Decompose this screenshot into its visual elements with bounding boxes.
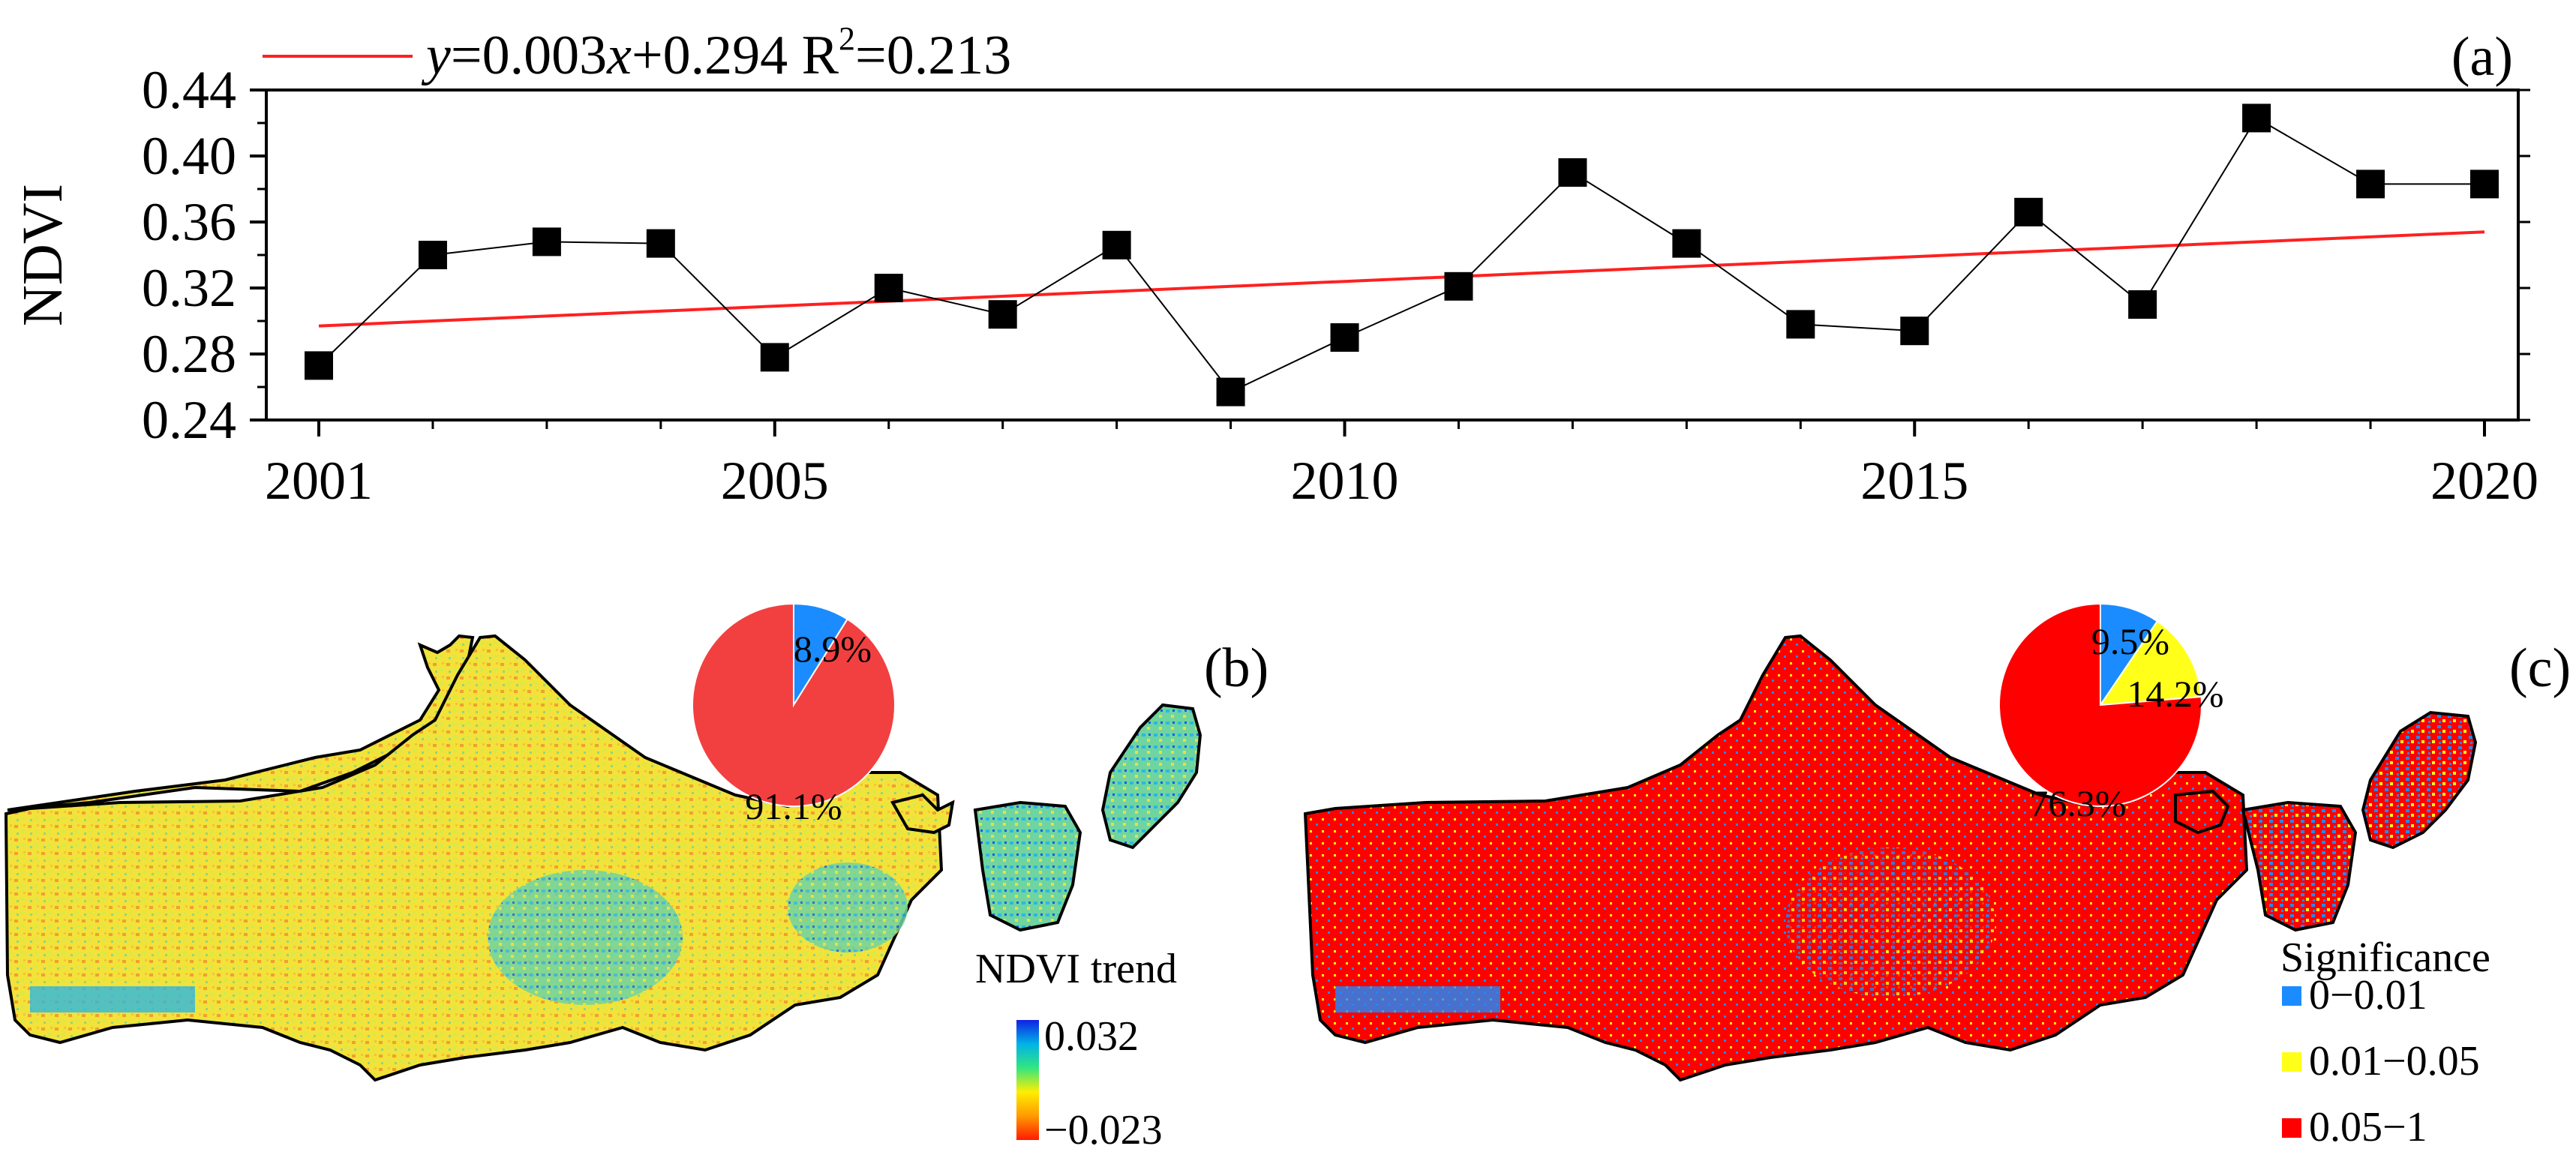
panel-label-c: (c) — [2509, 638, 2571, 699]
plot-frame — [265, 88, 2520, 422]
panel-b-trend-map — [4, 634, 1202, 1082]
data-point — [1102, 230, 1131, 260]
high-trend-area-b — [488, 870, 683, 1005]
y-tick-label: 0.36 — [142, 192, 236, 252]
pie-slice — [2100, 602, 2159, 708]
pie-slice — [2098, 620, 2202, 706]
data-point — [1444, 272, 1473, 301]
y-tick-label: 0.44 — [142, 60, 236, 120]
region-map-c-main — [1303, 634, 2249, 1082]
data-point — [988, 300, 1017, 329]
legend-item-label: 0−0.01 — [2309, 972, 2427, 1018]
pie-slice — [1998, 602, 2202, 807]
region-map-b-main — [7, 634, 475, 812]
data-point — [1786, 310, 1815, 339]
legend-swatch — [2282, 1118, 2301, 1138]
trend-line — [318, 230, 2485, 328]
region-map-b-east — [890, 793, 955, 835]
panel-label-b: (b) — [1204, 638, 1268, 699]
data-point — [418, 241, 447, 269]
region-map-c-island2 — [2361, 710, 2478, 850]
data-point — [2014, 197, 2043, 226]
legend-item-label: 0.05−1 — [2309, 1104, 2427, 1150]
y-tick-label: 0.28 — [142, 324, 236, 384]
x-tick-label: 2001 — [265, 451, 373, 511]
legend-item-label: 0.01−0.05 — [2309, 1038, 2480, 1084]
data-point — [2356, 170, 2385, 199]
pie-slice-label: 76.3% — [2029, 782, 2126, 824]
data-point — [760, 343, 789, 372]
panel-c-significance-map — [1303, 634, 2478, 1082]
colorbar-title: NDVI trend — [975, 946, 1177, 992]
colorbar-max-label: 0.032 — [1044, 1013, 1139, 1060]
data-point — [646, 229, 675, 258]
panel-a-line-chart: 0.240.280.320.360.400.44 2001 2005 2010 201… — [11, 20, 2538, 511]
data-point — [1672, 229, 1701, 258]
x-axis: 2001 2005 2010 2015 2020 — [265, 420, 2538, 511]
ndvi-series-points — [305, 104, 2499, 406]
sig-area-c — [1785, 848, 1995, 998]
pie-chart-c: 9.5% 14.2% 76.3% — [1998, 602, 2224, 824]
x-tick-label: 2015 — [1860, 451, 1968, 511]
data-point — [874, 274, 903, 302]
pie-slice-label: 8.9% — [794, 628, 872, 670]
x-tick-label: 2010 — [1291, 451, 1399, 511]
region-map-b-island1 — [973, 800, 1082, 932]
legend-trend-equation: y=0.003x+0.294 R2=0.213 — [421, 20, 1011, 86]
pie-chart-b: 8.9% 91.1% — [692, 602, 896, 827]
high-trend-area-b2 — [788, 862, 908, 952]
y-axis: 0.240.280.320.360.400.44 — [142, 60, 2530, 450]
x-tick-label: 2020 — [2430, 451, 2538, 511]
pie-slice-label: 91.1% — [745, 785, 842, 827]
y-tick-label: 0.24 — [142, 390, 236, 450]
pie-slice — [692, 602, 896, 807]
y-tick-label: 0.32 — [142, 258, 236, 318]
data-point — [2128, 290, 2157, 319]
data-point — [1216, 377, 1245, 406]
region-map-c-east — [2174, 789, 2230, 835]
data-point — [305, 351, 333, 380]
data-point — [1900, 316, 1929, 346]
data-point — [2470, 170, 2499, 199]
y-axis-label: NDVI — [11, 184, 74, 326]
region-map-b-body — [4, 634, 944, 1082]
significance-legend-title: Significance — [2280, 934, 2490, 981]
data-point — [2242, 104, 2271, 133]
pie-slice-label: 9.5% — [2091, 620, 2169, 662]
panel-label-a: (a) — [2451, 26, 2513, 88]
legend-swatch — [2282, 1052, 2301, 1072]
colorbar-gradient — [1016, 1020, 1039, 1140]
ndvi-series-line — [318, 117, 2484, 393]
low-trend-strip-b — [30, 986, 195, 1012]
legend-swatch — [2282, 986, 2301, 1006]
y-tick-label: 0.40 — [142, 126, 236, 186]
data-point — [532, 227, 561, 256]
sig-strip-c — [1335, 986, 1500, 1012]
data-point — [1330, 323, 1359, 352]
x-tick-label: 2005 — [721, 451, 829, 511]
region-map-b-island2 — [1100, 703, 1202, 850]
data-point — [1558, 158, 1587, 187]
colorbar-b: NDVI trend 0.032 −0.023 — [975, 946, 1177, 1154]
significance-legend: Significance 0−0.01 0.01−0.05 0.05−1 — [2280, 934, 2490, 1150]
colorbar-min-label: −0.023 — [1044, 1107, 1163, 1154]
pie-slice-label: 14.2% — [2127, 673, 2223, 715]
region-map-c-island1 — [2241, 800, 2358, 932]
